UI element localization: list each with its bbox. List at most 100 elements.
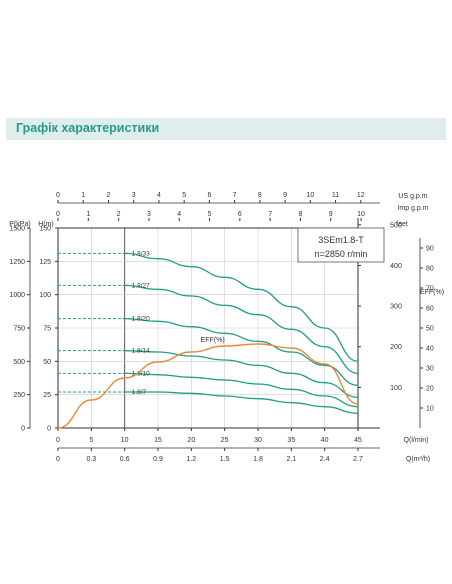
imp-gpm-tick-label: 10 bbox=[357, 211, 365, 218]
feet-tick-label: 200 bbox=[390, 344, 402, 351]
section-header: Графік характеристики bbox=[6, 118, 446, 140]
q-m3h-tick-label: 2.1 bbox=[286, 456, 296, 463]
head-tick-label: 0 bbox=[47, 426, 51, 433]
head-tick-label: 50 bbox=[43, 359, 51, 366]
us-gpm-tick-label: 1 bbox=[81, 192, 85, 199]
pressure-tick-label: 1000 bbox=[9, 292, 25, 299]
head-curve-1.8-7 bbox=[124, 391, 359, 414]
eff-axis-label: EFF(%) bbox=[420, 289, 444, 296]
us-gpm-tick-label: 3 bbox=[132, 192, 136, 199]
pressure-tick-label: 1500 bbox=[9, 226, 25, 233]
feet-tick-label: 300 bbox=[390, 304, 402, 311]
us-gpm-tick-label: 12 bbox=[357, 192, 365, 199]
head-curve-label: 1.8/27 bbox=[132, 282, 150, 289]
q-lmin-tick-label: 45 bbox=[354, 437, 362, 444]
q-m3h-tick-label: 0.3 bbox=[86, 456, 96, 463]
pressure-tick-label: 750 bbox=[13, 326, 25, 333]
eff-tick-label: 90 bbox=[426, 246, 434, 253]
q-m3h-tick-label: 2.4 bbox=[320, 456, 330, 463]
model-box bbox=[297, 227, 385, 263]
imp-gpm-tick-label: 4 bbox=[177, 211, 181, 218]
imp-gpm-tick-label: 3 bbox=[147, 211, 151, 218]
imp-gpm-tick-label: 9 bbox=[329, 211, 333, 218]
q-m3h-tick-label: 0 bbox=[56, 456, 60, 463]
q-m3h-tick-label: 1.5 bbox=[220, 456, 230, 463]
model-speed: n=2850 r/min bbox=[315, 249, 368, 259]
q-lmin-tick-label: 35 bbox=[287, 437, 295, 444]
head-curve-1.8-14 bbox=[124, 350, 359, 398]
head-curve-label: 1.8/20 bbox=[132, 316, 150, 323]
eff-tick-label: 60 bbox=[426, 306, 434, 313]
head-curve-label: 1.8/33 bbox=[132, 250, 150, 257]
q-m3h-tick-label: 2.7 bbox=[353, 456, 363, 463]
pressure-axis-label: P(kPa) bbox=[9, 221, 30, 228]
us-gpm-tick-label: 10 bbox=[306, 192, 314, 199]
pressure-tick-label: 1250 bbox=[9, 259, 25, 266]
head-curve-label: 1.8/7 bbox=[132, 389, 147, 396]
eff-curve bbox=[57, 343, 359, 429]
q-lmin-tick-label: 20 bbox=[187, 437, 195, 444]
imp-gpm-tick-label: 8 bbox=[299, 211, 303, 218]
pressure-tick-label: 0 bbox=[21, 426, 25, 433]
head-curve-1.8-10 bbox=[124, 372, 359, 408]
model-name: 3SEm1.8-T bbox=[318, 235, 364, 245]
us-gpm-tick-label: 8 bbox=[258, 192, 262, 199]
q-lmin-tick-label: 25 bbox=[221, 437, 229, 444]
us-gpm-tick-label: 5 bbox=[182, 192, 186, 199]
feet-tick-label: 400 bbox=[390, 263, 402, 270]
us-gpm-tick-label: 0 bbox=[56, 192, 60, 199]
feet-tick-label: 500 bbox=[390, 222, 402, 229]
q-lmin-tick-label: 40 bbox=[321, 437, 329, 444]
us-gpm-tick-label: 2 bbox=[107, 192, 111, 199]
eff-tick-label: 30 bbox=[426, 366, 434, 373]
us-gpm-tick-label: 11 bbox=[332, 192, 339, 199]
head-tick-label: 125 bbox=[39, 259, 51, 266]
q-lmin-tick-label: 5 bbox=[89, 437, 93, 444]
eff-tick-label: 70 bbox=[426, 286, 434, 293]
feet-axis-label: feet bbox=[396, 221, 408, 228]
imp-gpm-axis-label: Imp g.p.m bbox=[397, 205, 428, 212]
head-curve-1.8-33 bbox=[124, 252, 359, 362]
q-m3h-tick-label: 1.2 bbox=[186, 456, 196, 463]
q-lmin-tick-label: 0 bbox=[56, 437, 60, 444]
q-lmin-tick-label: 10 bbox=[121, 437, 129, 444]
us-gpm-tick-label: 7 bbox=[233, 192, 237, 199]
eff-tick-label: 80 bbox=[426, 266, 434, 273]
eff-tick-label: 40 bbox=[426, 346, 434, 353]
imp-gpm-tick-label: 6 bbox=[238, 211, 242, 218]
eff-tick-label: 50 bbox=[426, 326, 434, 333]
eff-curve-label: EFF(%) bbox=[201, 337, 225, 344]
head-tick-label: 75 bbox=[43, 326, 51, 333]
q-m3h-axis-label: Q(m³/h) bbox=[406, 456, 430, 463]
head-tick-label: 150 bbox=[39, 226, 51, 233]
q-lmin-tick-label: 15 bbox=[154, 437, 162, 444]
eff-tick-label: 20 bbox=[426, 386, 434, 393]
pressure-tick-label: 250 bbox=[13, 392, 25, 399]
q-lmin-axis-label: Q(l/min) bbox=[404, 437, 429, 444]
section-title: Графік характеристики bbox=[16, 121, 160, 135]
feet-tick-label: 100 bbox=[390, 385, 402, 392]
us-gpm-tick-label: 6 bbox=[207, 192, 211, 199]
q-m3h-tick-label: 1.8 bbox=[253, 456, 263, 463]
head-curve-1.8-20 bbox=[124, 318, 359, 386]
q-m3h-tick-label: 0.6 bbox=[120, 456, 130, 463]
head-tick-label: 100 bbox=[39, 292, 51, 299]
q-m3h-tick-label: 0.9 bbox=[153, 456, 163, 463]
head-curve-1.8-27 bbox=[124, 284, 359, 374]
us-gpm-tick-label: 9 bbox=[283, 192, 287, 199]
us-gpm-tick-label: 4 bbox=[157, 192, 161, 199]
imp-gpm-tick-label: 1 bbox=[86, 211, 90, 218]
q-lmin-tick-label: 30 bbox=[254, 437, 262, 444]
head-tick-label: 25 bbox=[43, 392, 51, 399]
imp-gpm-tick-label: 5 bbox=[208, 211, 212, 218]
head-curve-label: 1.8/10 bbox=[132, 370, 150, 377]
head-curve-label: 1.8/14 bbox=[132, 348, 150, 355]
eff-tick-label: 10 bbox=[426, 406, 434, 413]
imp-gpm-tick-label: 2 bbox=[117, 211, 121, 218]
imp-gpm-tick-label: 7 bbox=[268, 211, 272, 218]
us-gpm-axis-label: US g.p.m bbox=[398, 193, 427, 200]
pressure-tick-label: 500 bbox=[13, 359, 25, 366]
head-axis-label: H(m) bbox=[38, 221, 54, 228]
imp-gpm-tick-label: 0 bbox=[56, 211, 60, 218]
